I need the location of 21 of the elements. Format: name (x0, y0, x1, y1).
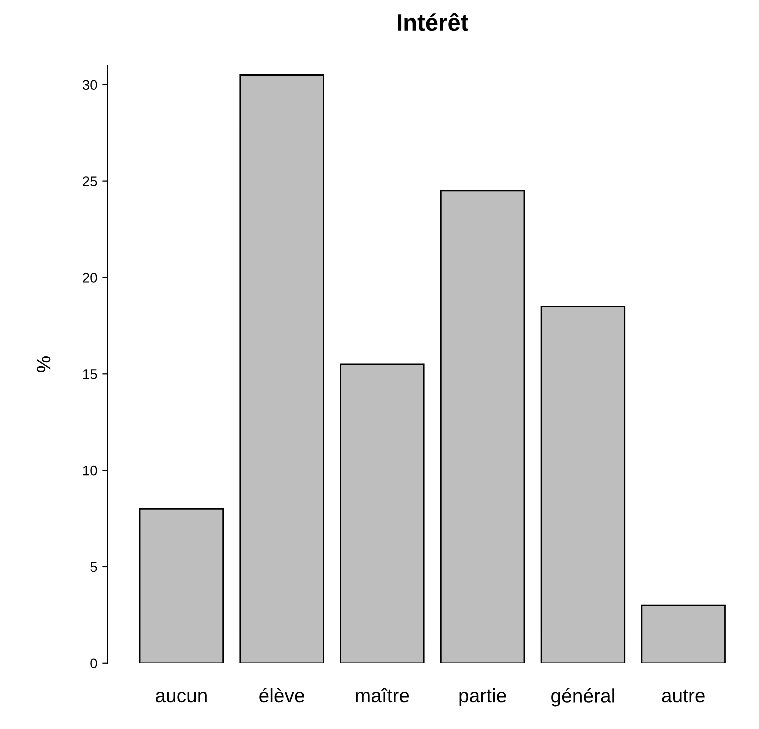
bar (641, 604, 726, 664)
y-tick-label: 5 (90, 562, 98, 572)
x-tick-label: maître (356, 688, 410, 703)
y-tick-label: 25 (83, 176, 98, 186)
bar (440, 190, 526, 664)
y-axis-title: % (37, 356, 51, 372)
y-tick-label: 10 (83, 466, 98, 476)
y-tick-label: 15 (83, 370, 98, 380)
bar (340, 364, 425, 664)
x-tick-label: général (552, 688, 614, 707)
chart-title: Intérêt (398, 13, 468, 32)
x-tick-label: partie (460, 688, 506, 707)
y-tick-label: 0 (90, 658, 98, 669)
x-tick-label: élève (260, 688, 304, 703)
x-tick-label: aucun (156, 692, 207, 703)
bar (240, 74, 324, 664)
bar (139, 508, 224, 664)
x-tick-label: autre (662, 690, 705, 703)
y-tick-label: 20 (83, 273, 98, 283)
y-tick-label: 30 (82, 80, 98, 90)
bar (540, 306, 626, 664)
